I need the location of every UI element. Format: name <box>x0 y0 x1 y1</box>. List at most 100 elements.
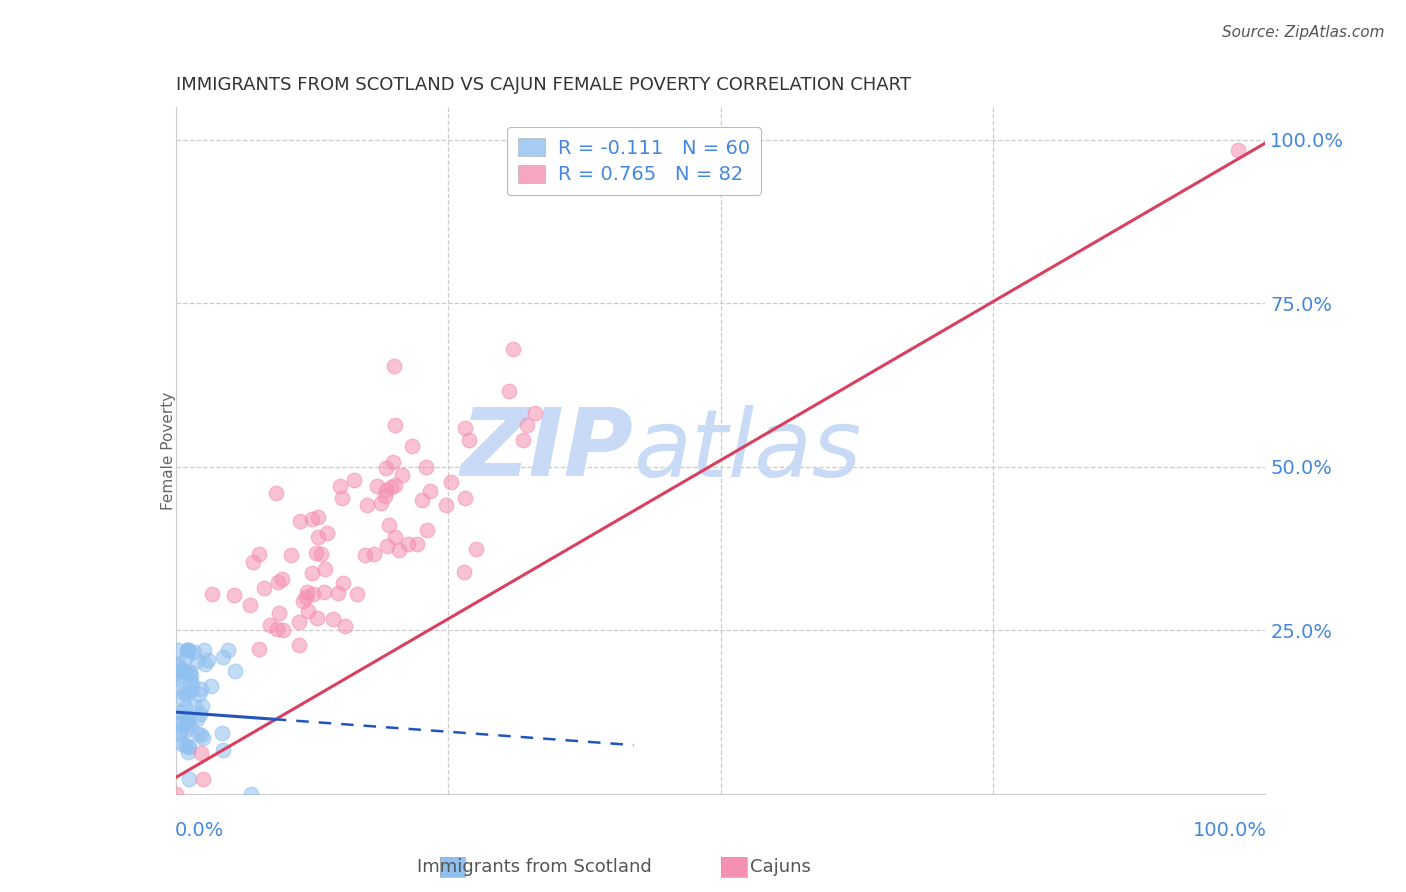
Point <box>173 686 195 700</box>
Point <box>384 478 406 492</box>
Point <box>239 787 262 801</box>
Point <box>239 598 262 612</box>
Point <box>166 680 188 694</box>
Text: 0.0%: 0.0% <box>174 822 224 840</box>
Point <box>366 479 388 493</box>
Point <box>440 475 463 489</box>
Point <box>259 618 281 632</box>
Point <box>374 483 396 498</box>
Point <box>166 659 188 673</box>
Point <box>381 455 404 469</box>
Point <box>330 491 353 506</box>
Point <box>191 731 214 746</box>
Point <box>166 715 188 730</box>
Text: ZIP: ZIP <box>461 404 633 497</box>
Y-axis label: Female Poverty: Female Poverty <box>162 392 176 509</box>
Point <box>406 536 429 550</box>
Point <box>454 421 477 435</box>
Point <box>211 726 233 740</box>
Point <box>165 787 187 801</box>
Text: 100.0%: 100.0% <box>1192 822 1267 840</box>
Point <box>183 645 205 659</box>
Point <box>419 483 441 498</box>
Point <box>172 664 194 678</box>
Point <box>191 698 214 713</box>
Point <box>172 691 194 706</box>
Point <box>307 611 329 625</box>
Point <box>382 359 405 373</box>
Point <box>173 710 195 724</box>
Point <box>177 643 200 657</box>
Point <box>174 738 197 752</box>
Point <box>197 652 219 666</box>
Point <box>396 537 419 551</box>
Point <box>322 612 344 626</box>
Point <box>512 434 534 448</box>
Point <box>247 641 270 656</box>
Point <box>329 479 352 493</box>
Point <box>290 514 312 528</box>
Point <box>180 669 202 683</box>
Point <box>370 496 392 510</box>
Point <box>186 712 208 726</box>
Point <box>524 406 547 420</box>
Point <box>193 643 215 657</box>
Point <box>187 727 209 741</box>
Point <box>179 665 201 679</box>
Point <box>287 638 309 652</box>
Point <box>166 672 188 686</box>
Point <box>301 566 323 581</box>
Point <box>180 684 202 698</box>
Point <box>280 548 302 562</box>
Point <box>453 565 475 579</box>
Point <box>179 772 201 786</box>
Point <box>502 342 524 356</box>
Point <box>174 723 197 737</box>
Point <box>343 474 366 488</box>
Point <box>271 572 294 586</box>
Point <box>292 593 315 607</box>
Point <box>388 542 411 557</box>
Point <box>302 586 325 600</box>
Point <box>169 727 191 741</box>
Point <box>271 624 294 638</box>
Point <box>191 772 214 787</box>
Point <box>184 700 207 714</box>
Text: atlas: atlas <box>633 405 862 496</box>
Point <box>177 643 200 657</box>
Point <box>332 575 354 590</box>
Point <box>314 585 336 599</box>
Point <box>224 664 246 678</box>
Point <box>301 512 323 526</box>
Point <box>294 591 316 605</box>
Point <box>247 547 270 561</box>
Point <box>242 555 264 569</box>
Point <box>1227 143 1250 157</box>
Point <box>211 649 233 664</box>
Point <box>224 588 246 602</box>
Point <box>375 539 398 553</box>
Point <box>384 418 406 433</box>
Point <box>297 604 319 618</box>
Point <box>416 523 439 537</box>
Point <box>181 676 204 690</box>
Point <box>353 548 375 562</box>
Point <box>173 701 195 715</box>
Point <box>177 739 200 753</box>
Point <box>200 679 222 693</box>
Text: Source: ZipAtlas.com: Source: ZipAtlas.com <box>1222 25 1385 40</box>
Point <box>288 615 311 629</box>
Point <box>188 707 211 722</box>
Point <box>201 587 224 601</box>
Point <box>217 643 239 657</box>
Point <box>316 525 339 540</box>
Point <box>166 665 188 680</box>
Point <box>309 547 332 561</box>
Point <box>188 687 211 701</box>
Point <box>173 665 195 679</box>
Point <box>363 547 385 561</box>
Point <box>177 740 200 755</box>
Point <box>380 480 402 494</box>
Point <box>186 655 208 669</box>
Point <box>328 586 350 600</box>
